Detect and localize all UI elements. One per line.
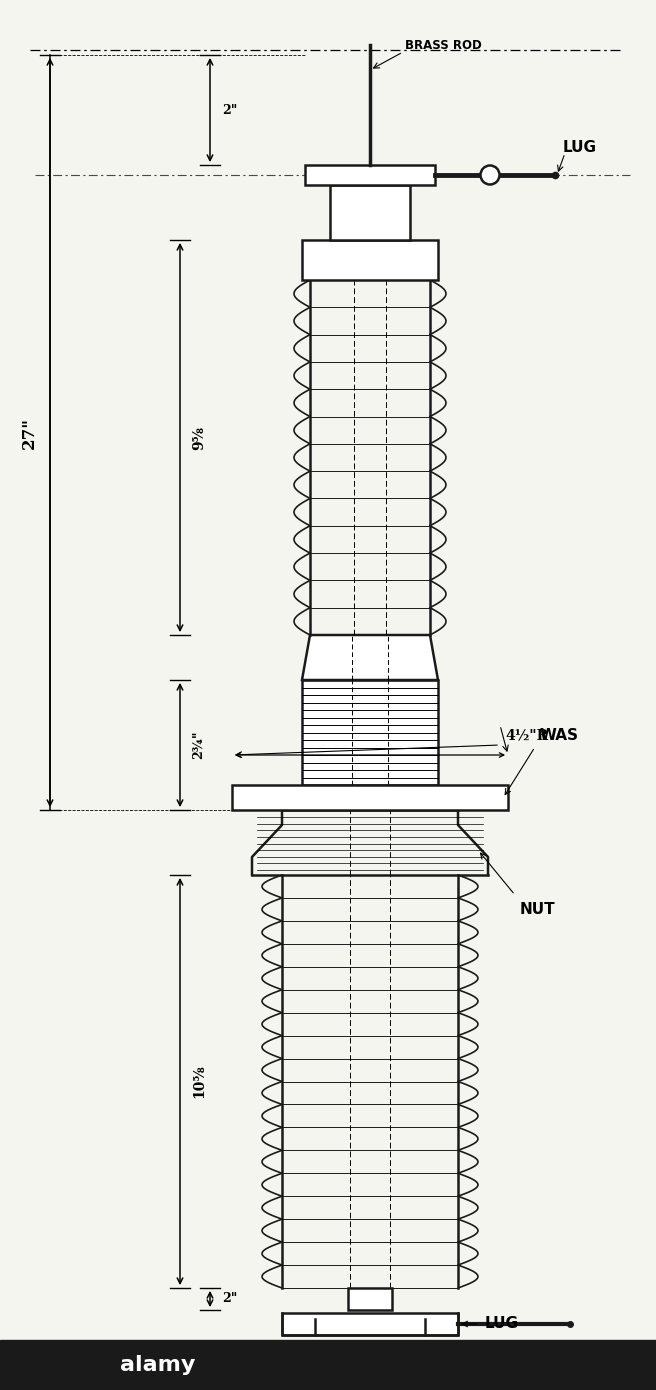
Text: 2": 2" <box>222 1293 237 1305</box>
Text: 2": 2" <box>222 103 237 117</box>
Bar <box>330 185 410 240</box>
Bar <box>305 165 435 185</box>
Text: 10⅝: 10⅝ <box>192 1065 206 1098</box>
Text: BRASS ROD: BRASS ROD <box>405 39 482 51</box>
Text: LUG: LUG <box>563 139 597 154</box>
Bar <box>348 1289 392 1309</box>
Bar <box>0 1340 656 1390</box>
Circle shape <box>480 165 499 185</box>
Text: 2¾": 2¾" <box>192 731 205 759</box>
Bar <box>282 1314 458 1334</box>
Text: 9⅝: 9⅝ <box>192 425 206 449</box>
Text: NUT: NUT <box>520 902 556 917</box>
Text: LUG: LUG <box>485 1316 519 1332</box>
Text: WAS: WAS <box>540 727 579 742</box>
Polygon shape <box>302 635 438 680</box>
Bar <box>302 240 438 279</box>
Bar <box>302 680 438 785</box>
Bar <box>232 785 508 810</box>
Text: alamy: alamy <box>120 1355 195 1375</box>
Text: 27": 27" <box>21 417 38 449</box>
Text: 4½"R: 4½"R <box>505 728 548 742</box>
